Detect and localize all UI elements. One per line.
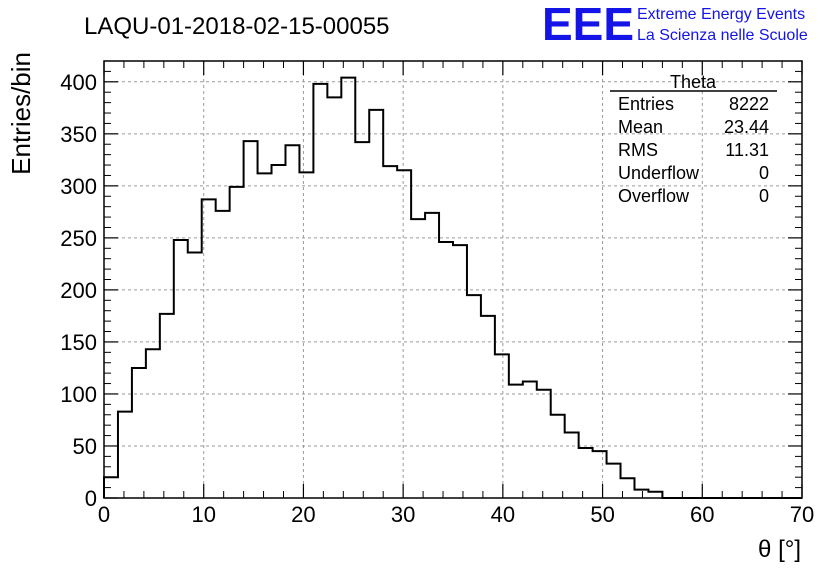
x-tick-label: 20 — [291, 502, 315, 527]
y-axis-label: Entries/bin — [6, 52, 36, 175]
stats-underflow-label: Underflow — [618, 163, 700, 183]
y-tick-label: 300 — [60, 174, 97, 199]
x-axis-label: θ [°] — [758, 536, 801, 563]
y-tick-label: 200 — [60, 278, 97, 303]
stats-mean-value: 23.44 — [724, 117, 769, 137]
y-tick-label: 150 — [60, 330, 97, 355]
y-tick-label: 350 — [60, 122, 97, 147]
y-tick-label: 400 — [60, 70, 97, 95]
x-tick-label: 70 — [790, 502, 814, 527]
axis-ticks — [103, 61, 803, 499]
y-tick-label: 100 — [60, 382, 97, 407]
logo-line2: La Scienza nelle Scuole — [637, 27, 808, 44]
logo-line1: Extreme Energy Events — [637, 6, 805, 23]
x-tick-label: 50 — [590, 502, 614, 527]
logo-mark: EEE — [542, 0, 634, 50]
histogram-series — [103, 76, 802, 499]
y-tick-label: 50 — [73, 434, 97, 459]
grid — [104, 61, 802, 498]
stats-entries-label: Entries — [618, 94, 674, 114]
plot-frame — [103, 60, 803, 499]
x-tick-labels: 0 10 20 30 40 50 60 70 — [98, 502, 814, 527]
x-tick-label: 40 — [491, 502, 515, 527]
chart-title: LAQU-01-2018-02-15-00055 — [84, 13, 390, 40]
stats-underflow-value: 0 — [759, 163, 769, 183]
stats-mean-label: Mean — [618, 117, 663, 137]
stats-overflow-value: 0 — [759, 186, 769, 206]
y-tick-labels: 0 50 100 150 200 250 300 350 400 — [60, 70, 97, 511]
x-tick-label: 30 — [391, 502, 415, 527]
y-tick-label: 250 — [60, 226, 97, 251]
stats-box: Theta Entries 8222 Mean 23.44 RMS 11.31 … — [610, 72, 777, 206]
stats-entries-value: 8222 — [729, 94, 769, 114]
stats-overflow-label: Overflow — [618, 186, 690, 206]
y-tick-label: 0 — [85, 486, 97, 511]
stats-rms-value: 11.31 — [725, 140, 769, 160]
x-tick-label: 10 — [191, 502, 215, 527]
x-tick-label: 0 — [98, 502, 110, 527]
x-tick-label: 60 — [690, 502, 714, 527]
stats-rms-label: RMS — [618, 140, 658, 160]
stats-title: Theta — [670, 72, 717, 92]
